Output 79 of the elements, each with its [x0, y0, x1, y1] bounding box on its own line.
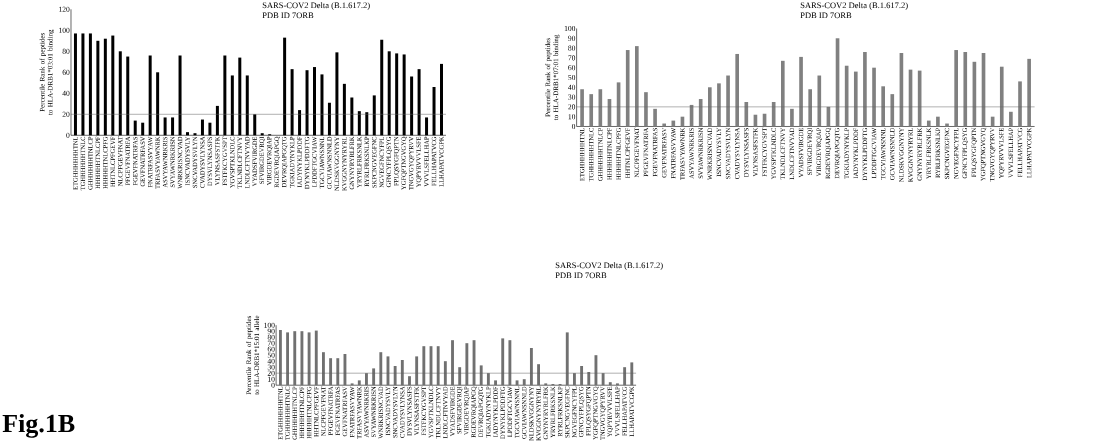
- bar: [872, 67, 876, 127]
- bar: [744, 101, 749, 127]
- bar: [635, 46, 639, 127]
- bar: [465, 343, 469, 386]
- bar: [400, 359, 404, 386]
- bar: [529, 347, 533, 386]
- bar: [1009, 111, 1013, 127]
- bar: [422, 346, 426, 386]
- bar: [780, 60, 785, 127]
- bar: [698, 99, 703, 127]
- bar: [336, 358, 340, 386]
- bar: [853, 71, 858, 127]
- bar: [625, 50, 630, 127]
- bar: [608, 382, 612, 386]
- bar: [365, 373, 368, 386]
- bar: [486, 373, 490, 386]
- bar: [771, 101, 776, 127]
- bar: [936, 116, 940, 127]
- bar: [735, 53, 740, 127]
- bar: [508, 340, 512, 386]
- bar: [515, 380, 519, 386]
- bar: [717, 83, 721, 127]
- bar: [799, 56, 803, 127]
- bar: [808, 89, 812, 127]
- bar: [565, 332, 569, 386]
- bar: [537, 364, 541, 386]
- chart-subtitle: PDB ID 7ORB: [800, 12, 852, 19]
- bar: [926, 120, 931, 127]
- bar: [707, 87, 712, 127]
- bar: [415, 356, 419, 386]
- bar: [372, 368, 376, 386]
- bar: [293, 331, 297, 386]
- bar: [451, 340, 454, 386]
- bar: [1027, 58, 1031, 127]
- bar: [300, 331, 304, 386]
- bar: [572, 373, 576, 386]
- chart-subtitle: PDB ID 7ORB: [262, 12, 314, 19]
- bar: [393, 365, 397, 386]
- bar: [329, 358, 333, 386]
- bar: [458, 367, 462, 386]
- bar: [999, 66, 1004, 127]
- bar: [671, 120, 676, 127]
- bar: [630, 362, 634, 386]
- bar: [494, 380, 497, 386]
- bar: [479, 365, 483, 386]
- bar: [278, 329, 282, 386]
- bar: [286, 332, 290, 386]
- bar: [580, 89, 584, 127]
- bar: [790, 108, 794, 127]
- bar: [890, 94, 895, 127]
- bar: [522, 379, 526, 386]
- chart-subtitle: PDB ID 7ORB: [555, 272, 607, 279]
- bar: [881, 86, 885, 127]
- chart-title: SARS-COV2 Delta (B.1.617.2): [262, 2, 370, 10]
- bar: [314, 330, 318, 386]
- bar: [601, 373, 605, 386]
- caption: Fig.1B: [2, 414, 75, 438]
- bar: [863, 51, 867, 127]
- bar: [357, 380, 361, 386]
- bar: [726, 75, 730, 127]
- bar: [623, 367, 627, 386]
- bar: [580, 365, 584, 386]
- bar: [379, 352, 383, 386]
- bar: [653, 108, 657, 127]
- bar: [954, 50, 958, 127]
- chart-title: SARS-COV2 Delta (B.1.617.2): [800, 2, 908, 10]
- chart-title: SARS-COV2 Delta (B.1.617.2): [555, 262, 663, 270]
- bar: [501, 338, 505, 386]
- bar: [307, 332, 311, 386]
- bar: [1018, 81, 1022, 127]
- bar: [322, 352, 325, 386]
- bar: [817, 75, 822, 127]
- bar: [436, 346, 440, 386]
- bar: [589, 94, 594, 127]
- bar: [963, 51, 968, 127]
- bar: [408, 376, 411, 386]
- bar: [443, 361, 447, 386]
- bar: [644, 92, 648, 127]
- bar: [587, 371, 591, 386]
